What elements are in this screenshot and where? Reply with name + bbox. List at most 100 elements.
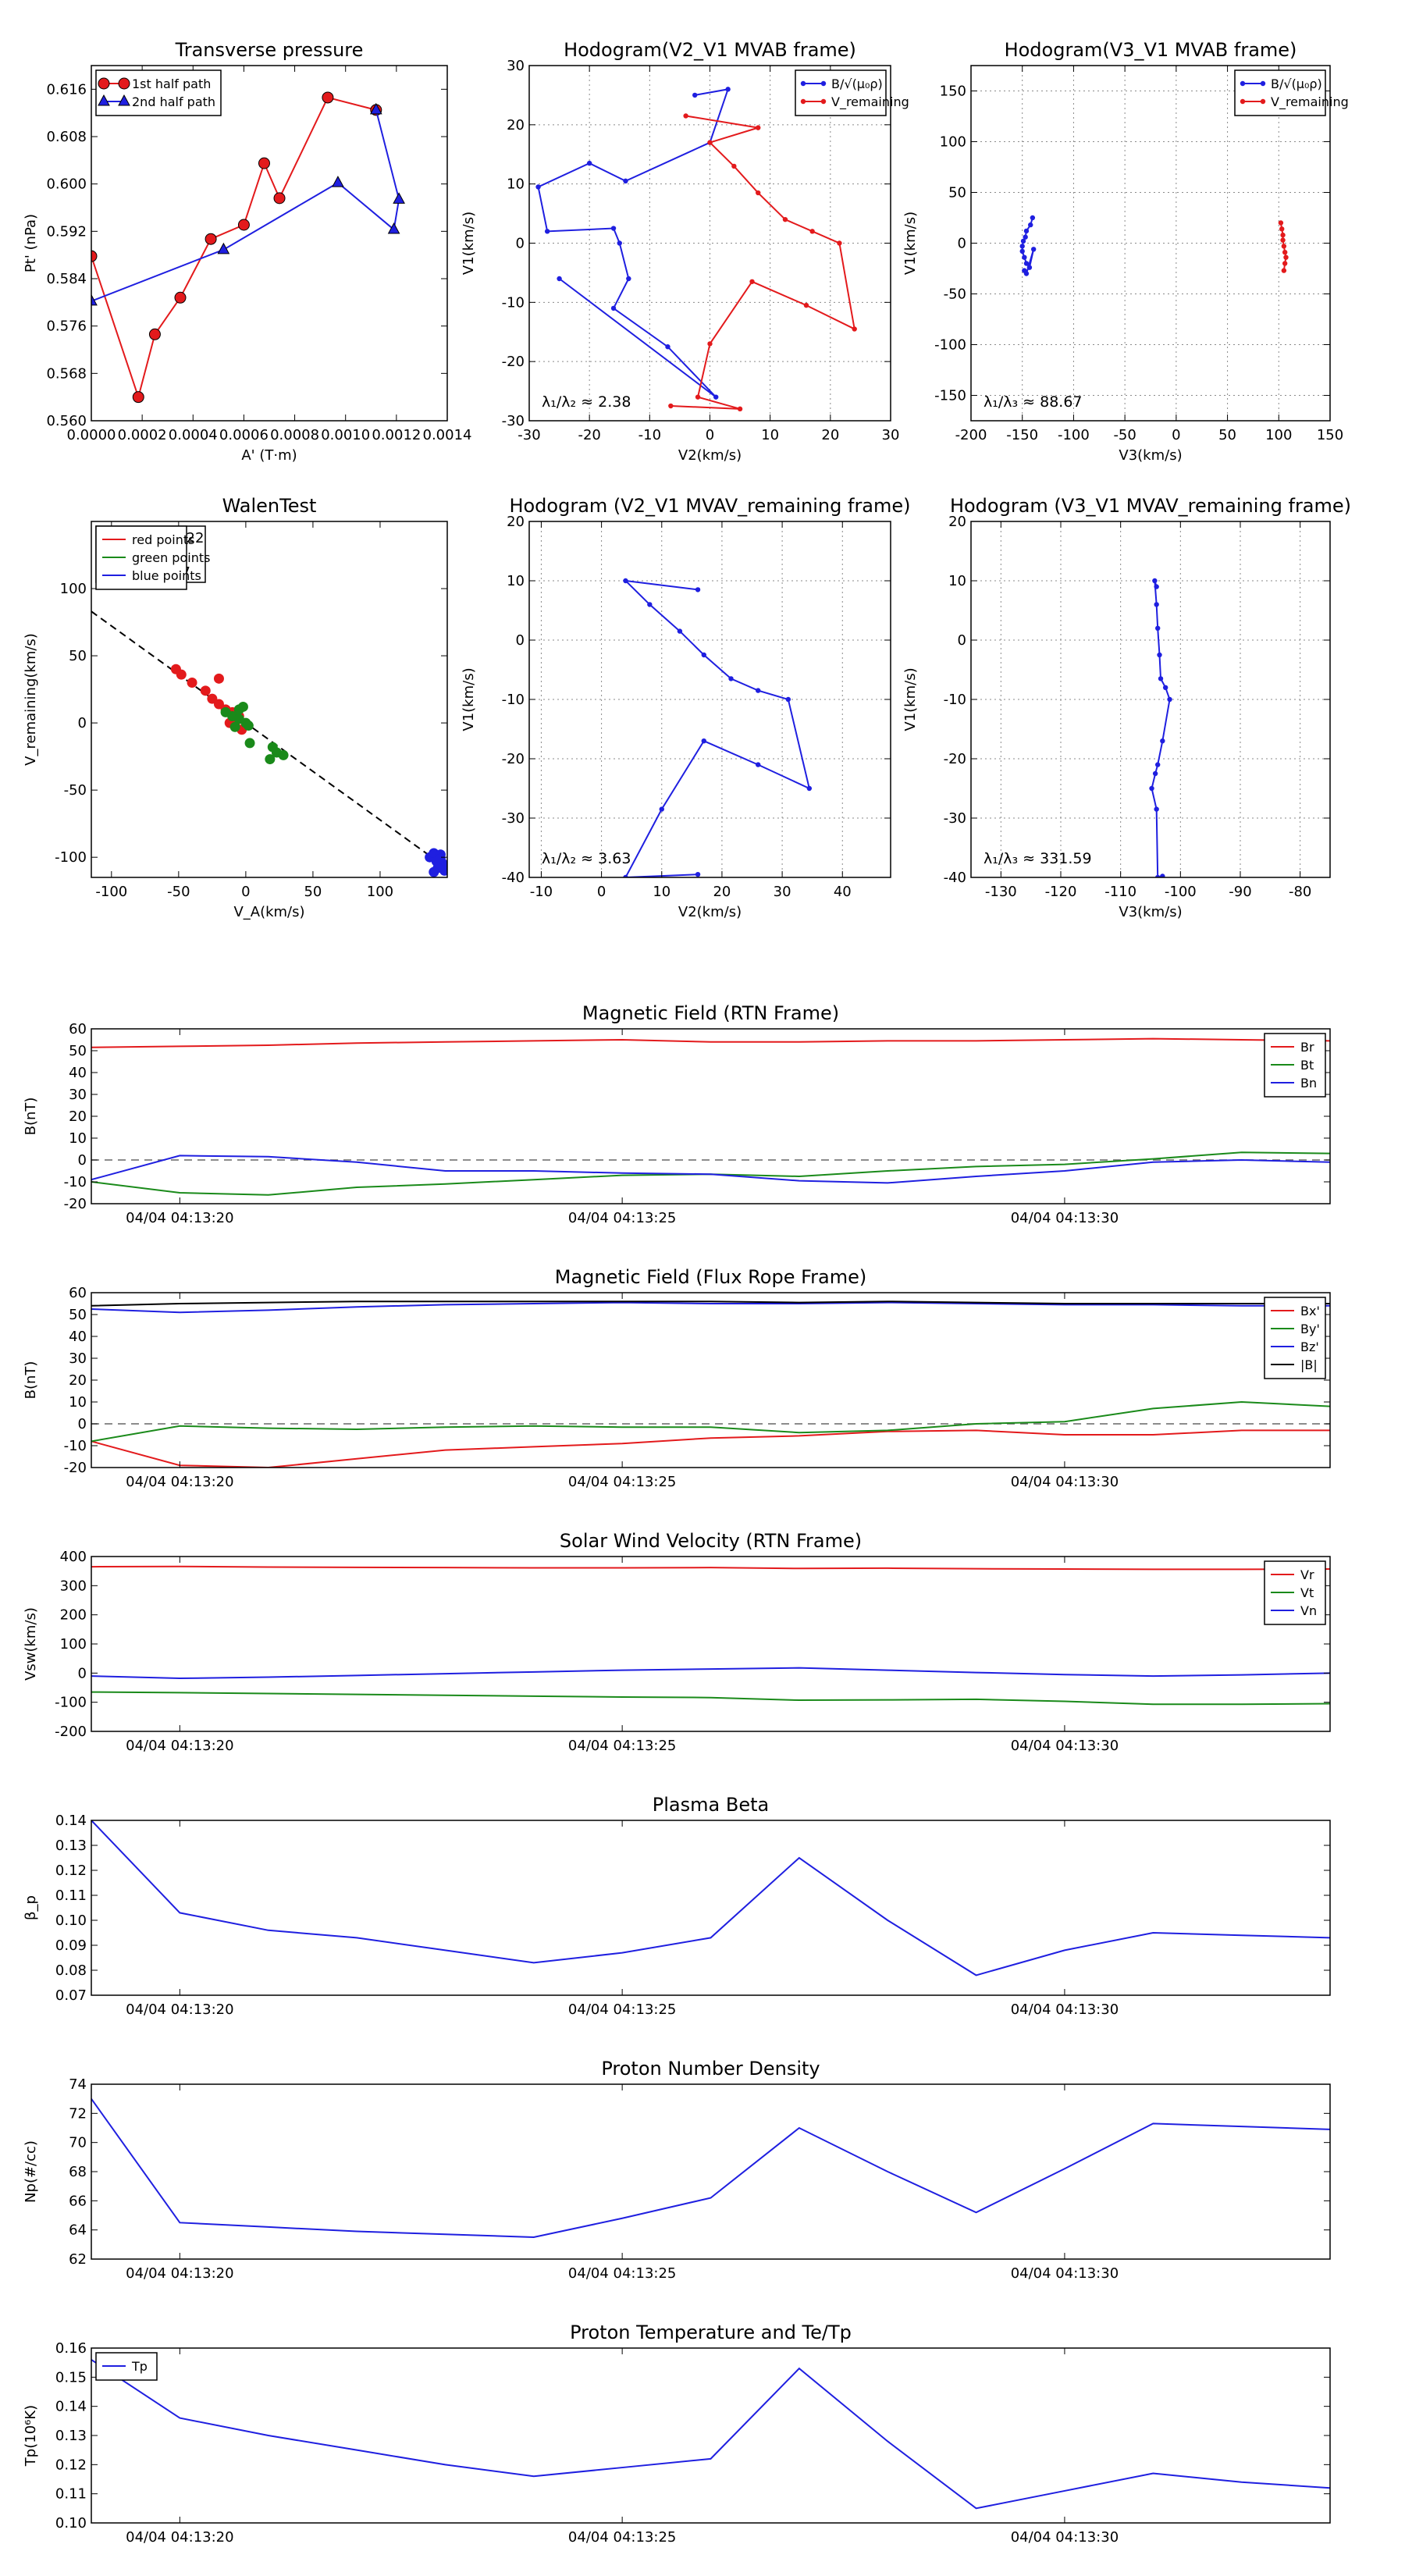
solar-wind-velocity-series-vt-line	[91, 1691, 1330, 1706]
hodogram-v2v1-mvab-series-v-remaining-point	[737, 406, 743, 412]
hodogram-v3v1-mvav-series-v-remaining-point	[1157, 652, 1162, 658]
hodogram-v2v1-mvab-legend-marker	[800, 98, 806, 105]
plasma-beta-title: Plasma Beta	[653, 1794, 769, 1816]
hodogram-v3v1-mvab-legend-marker	[1240, 98, 1246, 105]
hodogram-v2v1-mvav-series-v-remaining-point	[806, 785, 813, 792]
hodogram-v3v1-mvav-xtick-label: -110	[1104, 884, 1136, 900]
hodogram-v2v1-mvab-series-v-remaining-point	[749, 279, 755, 284]
plasma-beta-ytick-label: 0.13	[55, 1838, 87, 1854]
magnetic-field-rtn-xtick-label: 04/04 04:13:25	[568, 1210, 676, 1226]
magnetic-field-rtn-title: Magnetic Field (RTN Frame)	[582, 1002, 839, 1024]
hodogram-v2v1-mvab-series-b--point	[610, 305, 617, 311]
hodogram-v2v1-mvab-series-v-remaining-point	[756, 190, 761, 196]
hodogram-v2v1-mvab-ytick-label: -20	[502, 354, 525, 370]
hodogram-v2v1-mvav-xtick-label: 0	[597, 884, 606, 900]
hodogram-v3v1-mvav-series-v-remaining-point	[1160, 873, 1165, 877]
transverse-pressure-xtick-label: 0.0010	[321, 427, 370, 443]
proton-number-density-ytick-label: 72	[69, 2105, 87, 2122]
hodogram-v3v1-mvab-series-v-remaining-point	[1283, 254, 1289, 260]
plasma-beta-ytick-label: 0.10	[55, 1912, 87, 1929]
transverse-pressure-frame	[91, 65, 448, 422]
hodogram-v2v1-mvab-series-b--point	[557, 276, 562, 282]
plasma-beta-ytick-label: 0.11	[55, 1888, 87, 1904]
magnetic-field-flux-rope-series-by--line	[91, 1400, 1330, 1443]
proton-temperature-ytick-label: 0.11	[55, 2486, 87, 2503]
hodogram-v3v1-mvav-xlabel: V3(km/s)	[1119, 904, 1182, 920]
hodogram-v3v1-mvav-series-v-remaining-point	[1154, 602, 1159, 607]
proton-number-density-xtick-label: 04/04 04:13:25	[568, 2265, 676, 2282]
solar-wind-velocity-title: Solar Wind Velocity (RTN Frame)	[560, 1530, 862, 1552]
hodogram-v2v1-mvab-series-v-remaining-point	[837, 240, 842, 246]
proton-number-density-xtick-label: 04/04 04:13:20	[126, 2265, 233, 2282]
walen-test-xlabel: V_A(km/s)	[233, 904, 304, 920]
hodogram-v2v1-mvav-series-v-remaining-point	[659, 806, 664, 812]
walen-test-series-green-points-point	[265, 754, 276, 765]
hodogram-v3v1-mvab-series-v-remaining-point	[1280, 232, 1286, 238]
solar-wind-velocity-ylabel: Vsw(km/s)	[23, 1607, 39, 1681]
hodogram-v3v1-mvav-ylabel: V1(km/s)	[902, 667, 919, 731]
transverse-pressure-series-1st-half-path-point	[322, 91, 334, 104]
hodogram-v3v1-mvab-xtick-label: -150	[1006, 427, 1038, 443]
hodogram-v2v1-mvav-series-v-remaining-point	[677, 628, 683, 634]
magnetic-field-flux-rope-ytick-label: 60	[69, 1285, 87, 1301]
proton-temperature-ytick-label: 0.12	[55, 2457, 87, 2473]
walen-test-xtick-label: -100	[95, 884, 127, 900]
transverse-pressure-xtick-label: 0.0000	[67, 427, 116, 443]
transverse-pressure-series-1st-half-path-point	[205, 233, 217, 245]
hodogram-v3v1-mvav-ytick-label: 10	[948, 573, 966, 589]
hodogram-v2v1-mvav-series-v-remaining-point	[647, 602, 653, 607]
transverse-pressure-legend-marker	[118, 94, 130, 106]
hodogram-v3v1-mvab-series-b--point	[1023, 261, 1030, 266]
hodogram-v3v1-mvav-series-v-remaining-point	[1154, 584, 1159, 589]
hodogram-v3v1-mvav-series-v-remaining-point	[1152, 578, 1158, 584]
solar-wind-velocity-ytick-label: 100	[60, 1636, 87, 1653]
solar-wind-velocity-ytick-label: -200	[55, 1724, 87, 1740]
hodogram-v3v1-mvab-ytick-label: 50	[948, 185, 966, 201]
hodogram-v2v1-mvab-series-b--point	[713, 394, 719, 400]
proton-number-density-frame	[91, 2083, 1331, 2260]
transverse-pressure-xtick-label: 0.0012	[372, 427, 421, 443]
hodogram-v3v1-mvab-legend-marker	[1260, 80, 1266, 87]
proton-temperature-xtick-label: 04/04 04:13:20	[126, 2529, 233, 2546]
hodogram-v2v1-mvab-ylabel: V1(km/s)	[461, 212, 477, 275]
hodogram-v3v1-mvab-ytick-label: -150	[934, 388, 966, 404]
walen-test-legend-label: blue points	[132, 568, 201, 583]
walen-test-series-green-points-point	[229, 721, 240, 732]
solar-wind-velocity-series-vn-line	[91, 1667, 1330, 1680]
hodogram-v3v1-mvav-ytick-label: -20	[944, 751, 966, 767]
hodogram-v2v1-mvab-legend-marker	[800, 80, 806, 87]
hodogram-v3v1-mvab-series-b--point	[1019, 248, 1025, 254]
hodogram-v2v1-mvab-series-b--point	[623, 178, 628, 184]
transverse-pressure-series-2nd-half-path-point	[369, 102, 382, 115]
transverse-pressure-series-2nd-half-path-point	[387, 222, 400, 234]
hodogram-v3v1-mvab-series-b--point	[1022, 254, 1027, 260]
hodogram-v2v1-mvab-legend: B/√(μ₀ρ) V_remaining	[795, 69, 909, 116]
solar-wind-velocity-series-vr-line	[91, 1565, 1330, 1571]
hodogram-v3v1-mvav-frame	[970, 521, 1331, 878]
hodogram-v3v1-mvab-ytick-label: -100	[934, 337, 966, 354]
transverse-pressure-legend-box	[95, 69, 222, 116]
walen-test-series-green-points-point	[243, 720, 254, 731]
hodogram-v2v1-mvab-series-b--line	[537, 88, 730, 398]
hodogram-v3v1-mvab-ylabel: V1(km/s)	[902, 212, 919, 275]
hodogram-v2v1-mvav-series-v-remaining-point	[728, 676, 734, 681]
walen-test-fit-line	[91, 610, 447, 870]
hodogram-v2v1-mvab-series-v-remaining-line	[670, 115, 856, 410]
hodogram-v2v1-mvab-series-b--point	[544, 229, 550, 234]
magnetic-field-flux-rope-legend-label: Bz'	[1300, 1340, 1319, 1354]
hodogram-v2v1-mvav-xtick-label: 30	[774, 884, 791, 900]
hodogram-v2v1-mvab-series-v-remaining-point	[707, 341, 713, 347]
proton-temperature-title: Proton Temperature and Te/Tp	[570, 2322, 852, 2343]
hodogram-v3v1-mvab-ytick-label: 150	[940, 84, 966, 100]
hodogram-v3v1-mvav-eigen-ratio: λ₁/λ₃ ≈ 331.59	[984, 850, 1092, 867]
magnetic-field-flux-rope-ytick-label: 0	[78, 1416, 87, 1432]
hodogram-v2v1-mvav-ytick-label: -20	[502, 751, 525, 767]
hodogram-v2v1-mvab-xtick-label: -30	[518, 427, 540, 443]
hodogram-v3v1-mvab-legend: B/√(μ₀ρ) V_remaining	[1234, 69, 1349, 116]
hodogram-v2v1-mvab-chart: Hodogram(V2_V1 MVAB frame) -30 -20 -10 0 10 20…	[461, 39, 909, 464]
magnetic-field-flux-rope-legend: Bx' By' Bz' |B|	[1264, 1297, 1326, 1379]
transverse-pressure-xtick-label: 0.0006	[219, 427, 269, 443]
hodogram-v3v1-mvab-ytick-label: -50	[944, 286, 966, 303]
hodogram-v3v1-mvab-series-b--point	[1020, 238, 1026, 244]
hodogram-v2v1-mvav-xtick-label: 40	[834, 884, 852, 900]
